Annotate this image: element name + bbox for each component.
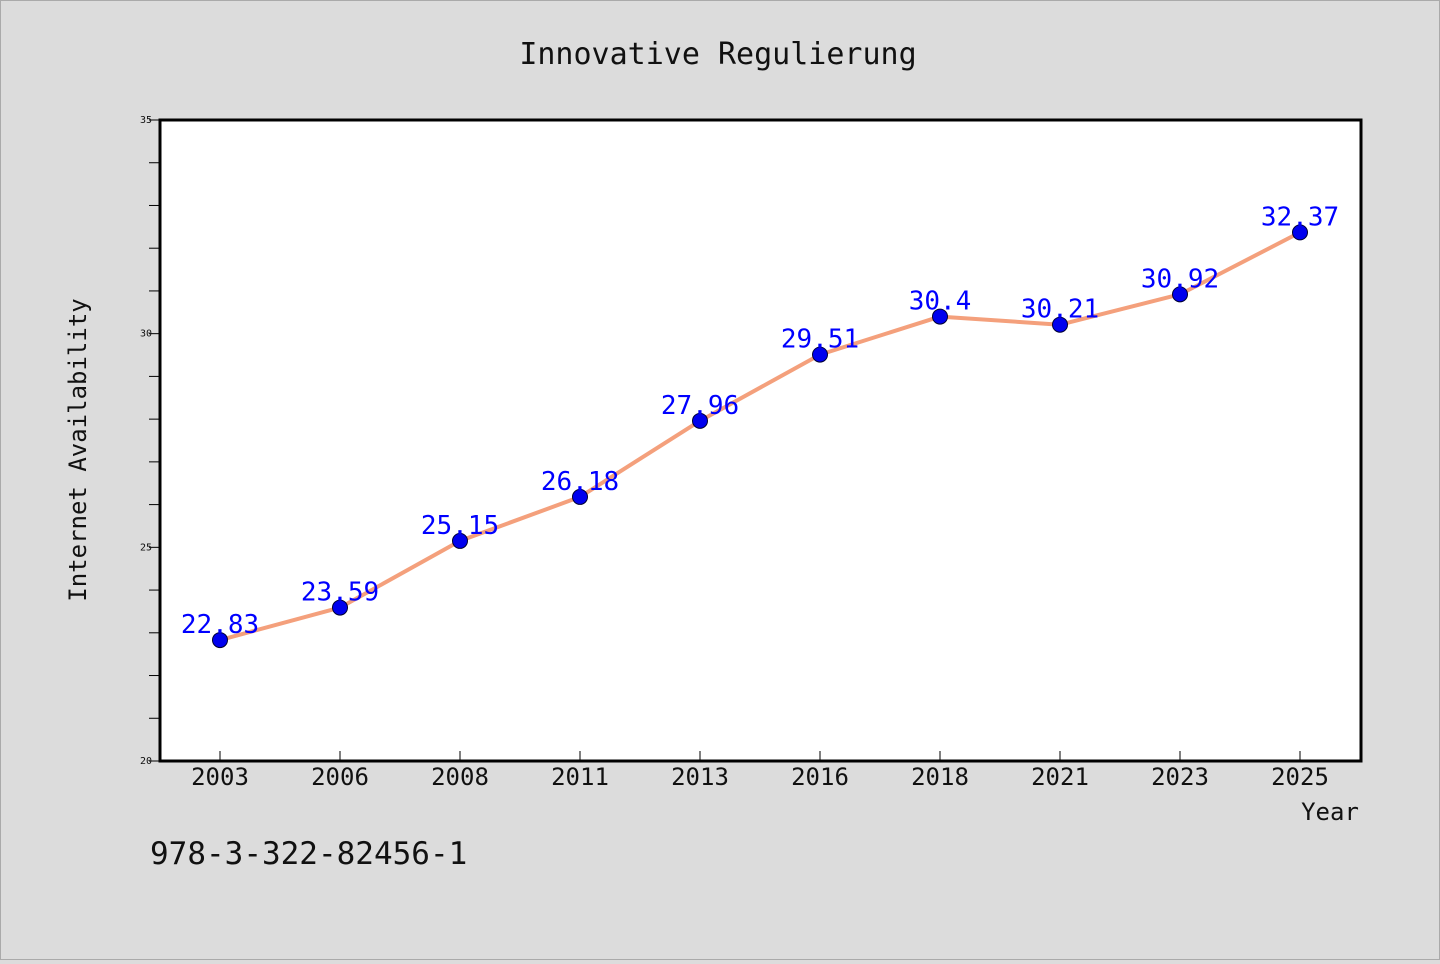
- chart-title: Innovative Regulierung: [519, 37, 916, 72]
- data-label: 26.18: [541, 467, 619, 497]
- x-tick-label: 2006: [311, 763, 369, 791]
- x-axis-label: Year: [1301, 798, 1359, 826]
- x-tick-label: 2013: [671, 763, 729, 791]
- x-tick-label: 2003: [191, 763, 249, 791]
- data-point: [812, 346, 828, 363]
- y-tick-label: 35: [140, 115, 152, 126]
- x-tick-label: 2021: [1031, 763, 1089, 791]
- data-label: 32.37: [1261, 202, 1339, 232]
- data-label: 29.51: [781, 325, 859, 355]
- data-label: 27.96: [661, 391, 739, 421]
- y-axis-label: Internet Availability: [64, 298, 92, 601]
- y-axis: 20 25 30 35: [140, 115, 160, 767]
- data-label: 25.15: [421, 511, 499, 541]
- data-point: [1292, 224, 1308, 241]
- x-tick-label: 2008: [431, 763, 489, 791]
- x-tick-label: 2018: [911, 763, 969, 791]
- data-point: [332, 599, 348, 616]
- data-label: 23.59: [301, 578, 379, 608]
- data-point: [1052, 316, 1068, 333]
- data-point: [212, 632, 228, 649]
- data-point: [692, 412, 708, 429]
- y-tick-label: 30: [140, 329, 152, 340]
- x-tick-label: 2016: [791, 763, 849, 791]
- series-line: [219, 230, 1301, 642]
- data-point: [1172, 286, 1188, 303]
- y-tick-label: 20: [140, 756, 152, 767]
- x-tick-label: 2011: [551, 763, 609, 791]
- x-tick-label: 2025: [1271, 763, 1329, 791]
- data-label: 30.21: [1021, 295, 1099, 325]
- footer-code: 978-3-322-82456-1: [150, 836, 467, 872]
- data-label: 30.4: [909, 287, 972, 317]
- plot-area: [158, 118, 1363, 763]
- series-layer: 22.83 23.59 25.15 26.18 27.96 29.51 30.4 30.21 3…: [181, 202, 1339, 649]
- data-point: [452, 532, 468, 549]
- x-tick-label: 2023: [1151, 763, 1209, 791]
- data-label: 30.92: [1141, 264, 1219, 294]
- y-tick-label: 25: [140, 542, 152, 553]
- x-axis: 2003 2006 2008 2011 2013 2016 2018 2021 2023 2025: [191, 751, 1329, 791]
- data-point: [572, 488, 588, 505]
- data-point: [932, 308, 948, 325]
- data-label: 22.83: [181, 610, 259, 640]
